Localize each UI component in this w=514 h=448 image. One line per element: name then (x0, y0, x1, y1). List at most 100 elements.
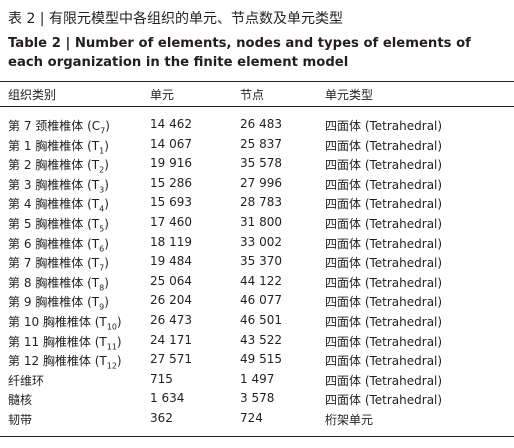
subscript: 12 (106, 361, 117, 371)
label-text: ) (104, 217, 109, 231)
cell-value: 14 462 (150, 117, 192, 131)
label-text: 第 9 胸椎椎体 (T (8, 295, 100, 310)
cell-value: 四面体 (Tetrahedral) (325, 138, 443, 153)
cell-value: 17 460 (150, 215, 192, 229)
cell-value: 四面体 (Tetrahedral) (325, 158, 443, 173)
label-text: 第 2 胸椎椎体 (T (8, 158, 100, 173)
label-text: ) (104, 197, 109, 212)
column-header: 节点 (240, 88, 265, 102)
cell-value: 35 370 (240, 254, 282, 269)
cell-value: 25 064 (150, 273, 192, 288)
label-text: ) (104, 236, 109, 251)
label-text: ) (116, 334, 122, 349)
title-en: Table 2 | Number of elements, nodes and … (8, 36, 471, 70)
row-label: 第 1 胸椎椎体 (T1) (8, 137, 109, 155)
label-text: 第 4 胸椎椎体 (T (8, 197, 100, 212)
cell-value: 44 122 (240, 273, 282, 288)
row-label: 第 3 胸椎椎体 (T3) (8, 176, 109, 194)
cell-value: 715 (150, 371, 173, 386)
cell-value: 19 484 (150, 254, 192, 269)
subscript: 2 (99, 165, 105, 175)
subscript: 6 (99, 243, 105, 253)
cell-value: 28 783 (240, 195, 282, 210)
cell-value: 四面体 (Tetrahedral) (325, 256, 443, 271)
bottom-rule (0, 436, 514, 437)
label-text: 纤维环 (8, 373, 45, 388)
label-text: 第 10 胸椎椎体 (T (8, 315, 107, 329)
cell-value: 26 483 (240, 117, 282, 131)
label-text: ) (104, 158, 109, 173)
cell-value: 49 515 (240, 352, 282, 367)
row-label: 第 4 胸椎椎体 (T4) (8, 195, 109, 213)
row-label: 第 7 胸椎椎体 (T7) (8, 254, 109, 272)
cell-value: 四面体 (Tetrahedral) (325, 295, 443, 310)
cell-value: 33 002 (240, 234, 282, 249)
column-header: 组织类别 (8, 88, 57, 102)
label-text: ) (104, 138, 109, 153)
cell-value: 18 119 (150, 234, 192, 249)
label-text: ) (104, 177, 109, 192)
row-label: 第 11 胸椎椎体 (T11) (8, 333, 122, 351)
cell-value: 1 634 (150, 391, 185, 406)
cell-value: 724 (240, 411, 263, 425)
cell-value: 3 578 (240, 391, 275, 406)
label-text: 髓核 (8, 393, 33, 408)
cell-value: 四面体 (Tetrahedral) (325, 217, 443, 231)
label-text: 第 5 胸椎椎体 (T (8, 217, 100, 231)
header-rule (0, 106, 514, 107)
row-label: 第 5 胸椎椎体 (T5) (8, 215, 109, 233)
cell-value: 19 916 (150, 156, 192, 171)
label-text: 第 7 颈椎椎体 (C (8, 119, 101, 133)
subscript: 5 (99, 224, 105, 234)
cell-value: 四面体 (Tetrahedral) (325, 334, 443, 349)
subscript: 8 (99, 283, 105, 293)
cell-value: 四面体 (Tetrahedral) (325, 393, 443, 408)
label-text: 韧带 (8, 413, 33, 427)
cell-value: 362 (150, 411, 173, 425)
cell-value: 27 996 (240, 175, 282, 190)
label-text: ) (116, 315, 122, 329)
cell-value: 15 286 (150, 175, 192, 190)
title-cn: 表 2 | 有限元模型中各组织的单元、节点数及单元类型 (8, 11, 343, 27)
row-label: 第 10 胸椎椎体 (T10) (8, 313, 122, 331)
label-text: 第 8 胸椎椎体 (T (8, 275, 100, 290)
label-text: 第 12 胸椎椎体 (T (8, 354, 107, 369)
row-label: 第 8 胸椎椎体 (T8) (8, 274, 109, 292)
row-label: 韧带 (8, 411, 32, 428)
cell-value: 桁架单元 (325, 413, 374, 427)
top-rule (0, 81, 514, 82)
cell-value: 四面体 (Tetrahedral) (325, 275, 443, 290)
cell-value: 31 800 (240, 215, 282, 229)
subscript: 7 (99, 263, 105, 273)
cell-value: 四面体 (Tetrahedral) (325, 315, 443, 329)
cell-value: 1 497 (240, 371, 275, 386)
column-header: 单元类型 (325, 88, 374, 102)
subscript: 7 (100, 126, 106, 136)
row-label: 第 6 胸椎椎体 (T6) (8, 235, 109, 253)
cell-value: 43 522 (240, 332, 282, 347)
column-header: 单元 (150, 88, 175, 102)
subscript: 1 (99, 145, 105, 155)
label-text: 第 3 胸椎椎体 (T (8, 177, 100, 192)
subscript: 11 (106, 341, 117, 351)
row-label: 第 9 胸椎椎体 (T9) (8, 293, 109, 311)
cell-value: 46 077 (240, 293, 282, 308)
row-label: 髓核 (8, 391, 32, 408)
cell-value: 25 837 (240, 136, 282, 151)
subscript: 9 (99, 302, 105, 312)
cell-value: 15 693 (150, 195, 192, 210)
subscript: 4 (99, 204, 105, 214)
cell-value: 46 501 (240, 313, 282, 327)
label-text: ) (105, 119, 110, 133)
row-label: 第 12 胸椎椎体 (T12) (8, 352, 122, 370)
label-text: ) (104, 295, 109, 310)
subscript: 3 (99, 185, 105, 195)
subscript: 10 (106, 322, 117, 332)
label-text: ) (104, 256, 109, 271)
cell-value: 26 473 (150, 313, 192, 327)
label-text: ) (104, 275, 109, 290)
cell-value: 四面体 (Tetrahedral) (325, 119, 443, 133)
cell-value: 四面体 (Tetrahedral) (325, 197, 443, 212)
row-label: 第 7 颈椎椎体 (C7) (8, 117, 110, 135)
